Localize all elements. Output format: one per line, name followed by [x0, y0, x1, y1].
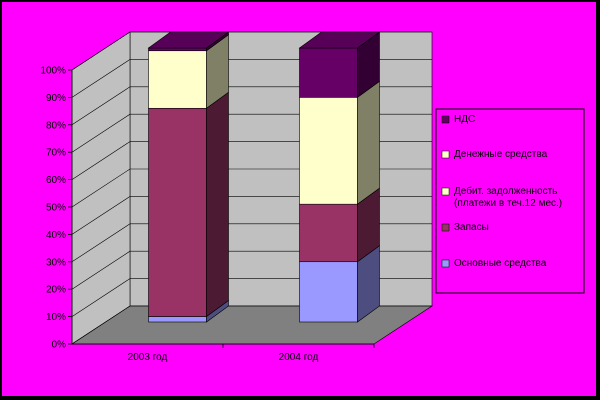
y-tick-label: 100% — [40, 66, 66, 77]
bar-segment — [299, 80, 380, 205]
y-tick-label: 80% — [46, 120, 66, 131]
x-tick-label: 2004 год — [279, 352, 319, 363]
legend-swatch — [441, 223, 450, 232]
bar-side — [206, 91, 229, 318]
y-tick-label: 40% — [46, 230, 66, 241]
bar-segment — [299, 187, 380, 263]
y-tick-label: 90% — [46, 93, 66, 104]
y-tick-label: 50% — [46, 203, 66, 214]
legend-swatch — [441, 187, 450, 196]
bar-segment — [148, 34, 229, 109]
bar-front — [148, 107, 207, 317]
chart-area: 0% 10% 20% 30% 40% 50% 60% 70% 80% 90% 100% 2003 г… — [2, 2, 596, 396]
legend-swatch — [441, 115, 450, 124]
y-tick-label: 0% — [52, 340, 67, 351]
bar-front — [299, 97, 358, 205]
bar-front — [148, 50, 207, 109]
bar-top — [147, 31, 230, 49]
bar-side — [357, 80, 380, 205]
bar-front — [299, 261, 358, 323]
y-tick-label: 20% — [46, 285, 66, 296]
legend-label: Денежные средства — [454, 149, 548, 160]
bar-top — [298, 31, 381, 49]
y-tick-label: 30% — [46, 257, 66, 268]
bar-front — [148, 316, 207, 323]
x-tick-label: 2003 год — [128, 352, 168, 363]
stacked-3d-bar-chart: 0% 10% 20% 30% 40% 50% 60% 70% 80% 90% 100% 2003 г… — [40, 31, 585, 363]
y-tick-label: 70% — [46, 148, 66, 159]
legend-label: Дебит. задолженность (платежи в теч.12 ме… — [454, 185, 562, 209]
bar-front — [299, 47, 358, 98]
y-tick-label: 60% — [46, 175, 66, 186]
legend-swatch — [441, 259, 450, 268]
bar-front — [299, 203, 358, 263]
floor — [70, 305, 434, 345]
legend-swatch — [441, 150, 450, 159]
bar-front — [148, 47, 207, 52]
bar-segment — [299, 245, 380, 323]
bar-segment — [148, 91, 229, 318]
legend-label: Запасы — [454, 222, 489, 233]
legend-label: Основные средства — [454, 258, 547, 269]
bar-segment — [299, 31, 380, 98]
legend-box — [435, 108, 585, 294]
y-tick-label: 10% — [46, 312, 66, 323]
legend-label: НДС — [454, 114, 475, 125]
